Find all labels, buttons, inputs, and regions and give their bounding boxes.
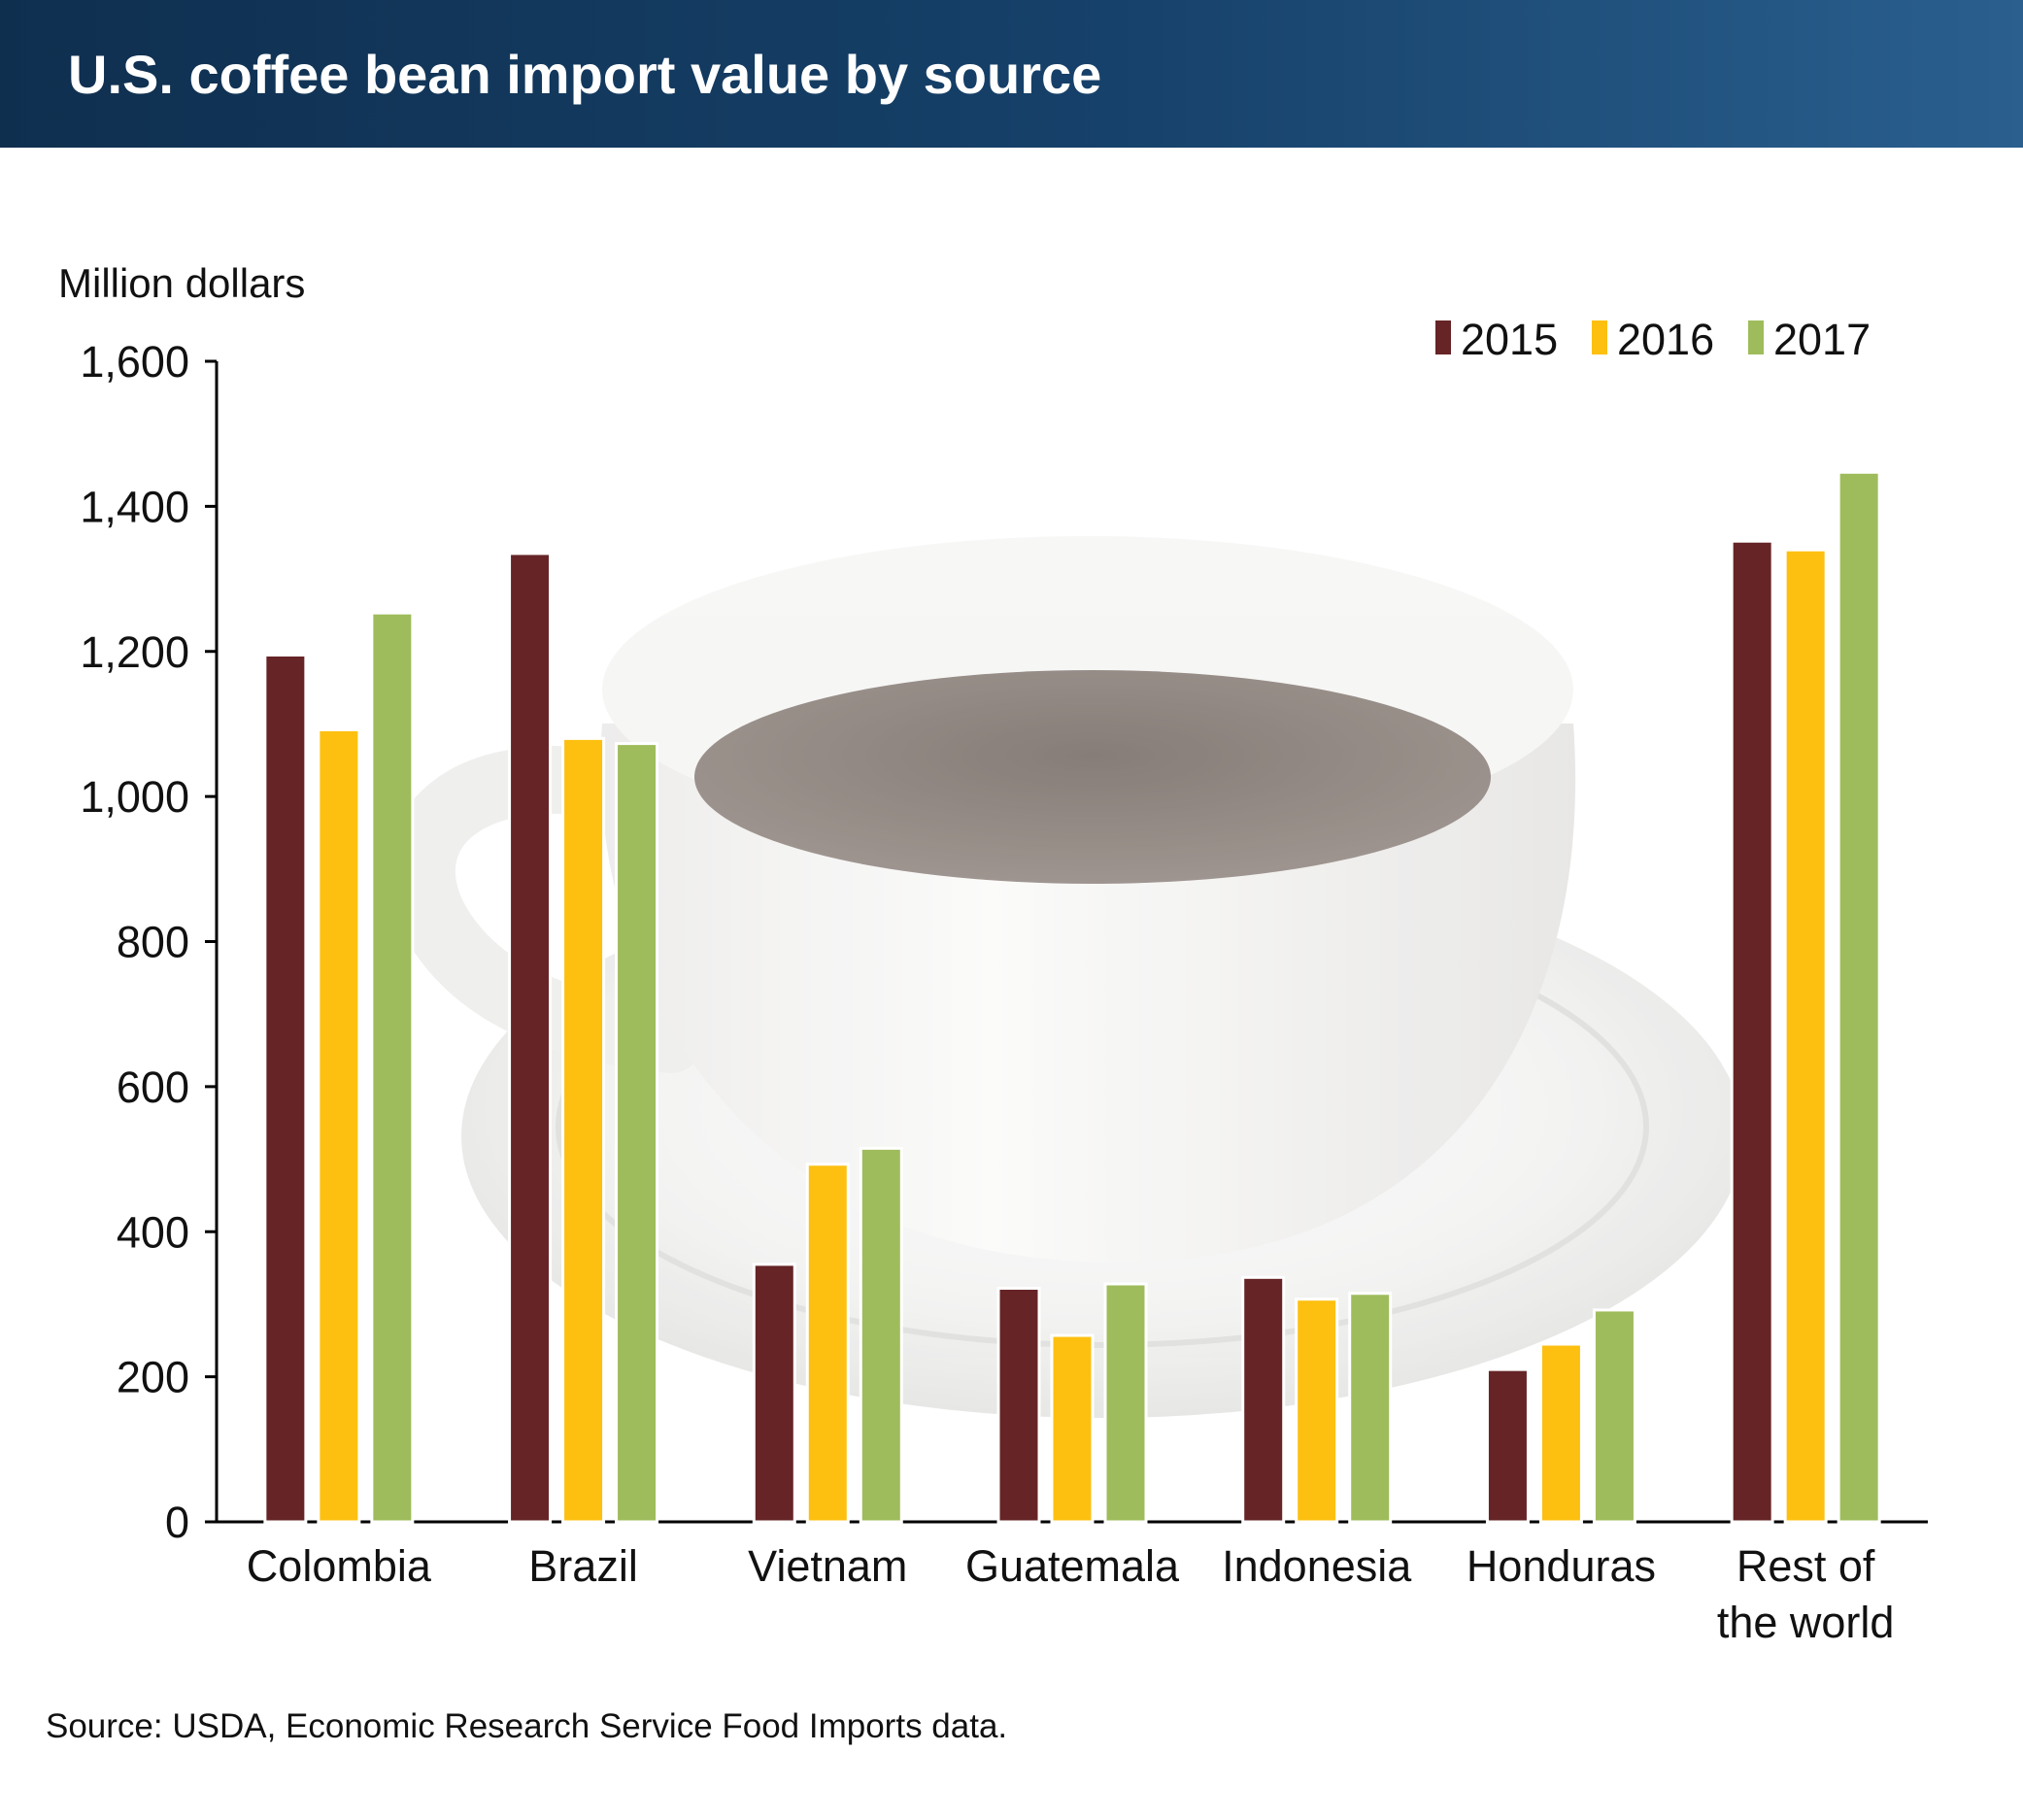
- y-tick-label: 600: [117, 1062, 189, 1112]
- x-tick-label: Guatemala: [965, 1541, 1180, 1591]
- chart-title: U.S. coffee bean import value by source: [68, 44, 1102, 105]
- y-axis-unit-label: Million dollars: [58, 260, 305, 306]
- bar-2015-vietnam: [752, 1263, 796, 1524]
- title-banner: U.S. coffee bean import value by source: [0, 0, 2023, 148]
- y-tick-label: 1,400: [80, 482, 189, 531]
- legend-swatch-2016: [1592, 320, 1607, 354]
- y-axis: 0 200 400 600 800 1,000 1,200 1,400 1,600: [80, 337, 1928, 1547]
- bar-2015-rest-of-the-world: [1730, 539, 1774, 1524]
- y-tick-label: 1,000: [80, 772, 189, 822]
- x-tick-label: Indonesia: [1222, 1541, 1412, 1591]
- bar-2015-brazil: [508, 552, 553, 1524]
- bar-2015-honduras: [1485, 1367, 1530, 1524]
- bars: [263, 470, 1881, 1524]
- bar-2017-vietnam: [859, 1146, 903, 1524]
- bar-2016-brazil: [561, 736, 606, 1524]
- bar-2016-guatemala: [1050, 1333, 1095, 1524]
- source-note: Source: USDA, Economic Research Service …: [46, 1707, 1008, 1745]
- legend-label-2015: 2015: [1461, 315, 1558, 364]
- y-tick-label: 1,200: [80, 627, 189, 677]
- bar-2016-vietnam: [805, 1163, 850, 1524]
- legend-swatch-2015: [1435, 320, 1451, 354]
- legend-label-2016: 2016: [1617, 315, 1714, 364]
- x-tick-label: Brazil: [528, 1541, 638, 1591]
- x-axis-labels: Colombia Brazil Vietnam Guatemala Indonesia H…: [247, 1541, 1895, 1647]
- bar-2015-indonesia: [1241, 1275, 1286, 1524]
- bar-2017-colombia: [370, 611, 415, 1524]
- x-tick-label: Honduras: [1467, 1541, 1656, 1591]
- legend-label-2017: 2017: [1773, 315, 1871, 364]
- y-tick-label: 800: [117, 918, 189, 967]
- bar-2016-colombia: [317, 727, 361, 1524]
- bar-2016-honduras: [1538, 1342, 1583, 1524]
- bar-2015-guatemala: [996, 1287, 1041, 1524]
- bar-chart: 0 200 400 600 800 1,000 1,200 1,400 1,600 Colomb…: [58, 260, 1928, 1647]
- bar-2017-brazil: [615, 742, 659, 1524]
- x-tick-label: Colombia: [247, 1541, 432, 1591]
- bar-2016-rest-of-the-world: [1783, 548, 1828, 1524]
- x-tick-label: Rest of the world: [1717, 1541, 1895, 1647]
- y-tick-label: 200: [117, 1353, 189, 1402]
- bar-2017-honduras: [1592, 1308, 1636, 1524]
- bar-2017-guatemala: [1103, 1282, 1148, 1524]
- bar-2017-indonesia: [1348, 1292, 1393, 1524]
- x-tick-label: Vietnam: [748, 1541, 907, 1591]
- y-tick-label: 400: [117, 1207, 189, 1257]
- y-tick-label: 0: [165, 1498, 189, 1547]
- legend: 2015 2016 2017: [1435, 315, 1871, 364]
- bar-2016-indonesia: [1295, 1298, 1339, 1524]
- bar-2015-colombia: [263, 653, 308, 1524]
- legend-swatch-2017: [1748, 320, 1764, 354]
- bar-2017-rest-of-the-world: [1837, 470, 1881, 1524]
- y-tick-label: 1,600: [80, 337, 189, 387]
